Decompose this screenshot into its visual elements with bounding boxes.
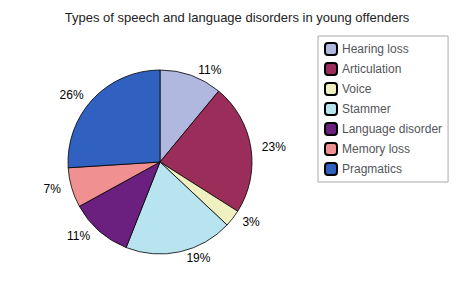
svg-text:7%: 7%: [44, 182, 62, 196]
svg-text:26%: 26%: [60, 88, 84, 102]
svg-text:Articulation: Articulation: [342, 62, 401, 76]
svg-text:Types of speech and language d: Types of speech and language disorders i…: [65, 10, 410, 25]
svg-text:19%: 19%: [186, 251, 210, 265]
svg-text:Voice: Voice: [342, 82, 372, 96]
svg-text:23%: 23%: [262, 140, 286, 154]
svg-text:Pragmatics: Pragmatics: [342, 162, 402, 176]
svg-text:11%: 11%: [67, 229, 90, 243]
svg-text:Hearing loss: Hearing loss: [342, 42, 409, 56]
svg-text:3%: 3%: [242, 215, 260, 229]
svg-text:Memory loss: Memory loss: [342, 142, 410, 156]
svg-text:Language disorder: Language disorder: [342, 122, 442, 136]
svg-text:Stammer: Stammer: [342, 102, 391, 116]
svg-text:11%: 11%: [198, 63, 221, 77]
